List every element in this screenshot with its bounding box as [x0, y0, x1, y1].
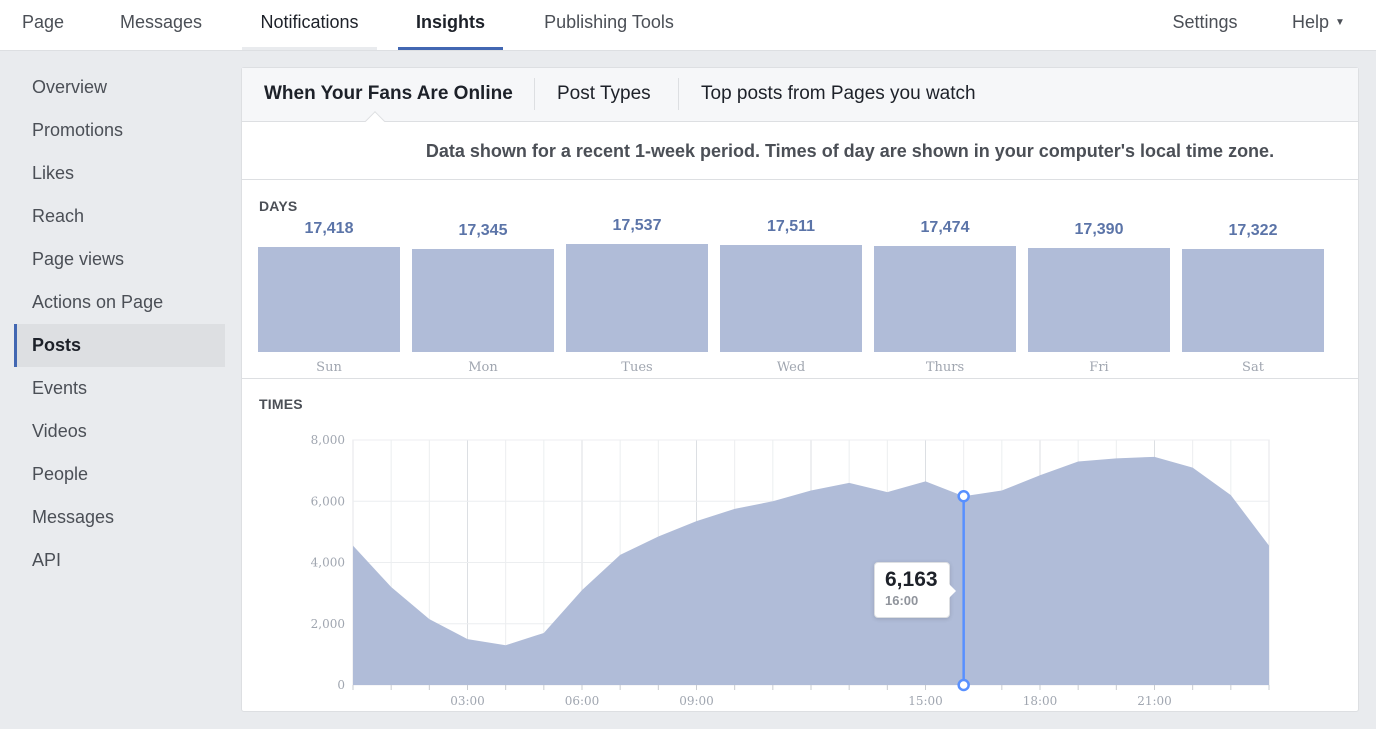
sidebar-item-events[interactable]: Events: [32, 378, 88, 398]
sidebar-item-posts[interactable]: Posts: [14, 324, 225, 367]
settings-link[interactable]: Settings: [1172, 12, 1238, 32]
day-label-fri: Fri: [1089, 360, 1109, 375]
insights-sidebar: Overview Promotions Likes Reach Page vie…: [14, 66, 225, 582]
day-bar-sun[interactable]: [258, 247, 400, 352]
day-bar-tues[interactable]: [566, 244, 708, 352]
help-menu[interactable]: Help ▼: [1292, 0, 1356, 50]
subtab-top-posts-pages-you-watch[interactable]: Top posts from Pages you watch: [701, 83, 976, 104]
day-label-wed: Wed: [776, 360, 806, 375]
subtab-separator: [534, 78, 535, 110]
day-value-fri: 17,390: [1074, 221, 1124, 238]
nav-tab-publishing-tools[interactable]: Publishing Tools: [544, 12, 674, 32]
day-value-sat: 17,322: [1228, 222, 1278, 239]
sidebar-item-messages[interactable]: Messages: [32, 507, 115, 527]
sidebar-item-api[interactable]: API: [32, 550, 62, 570]
y-tick-label: 4,000: [311, 556, 345, 570]
sidebar-item-people[interactable]: People: [32, 464, 89, 484]
times-section-label: TIMES: [259, 396, 303, 412]
chart-tooltip: 6,163 16:00: [874, 562, 956, 618]
top-navigation: Page Messages Notifications Insights Pub…: [0, 0, 1376, 51]
sidebar-item-overview[interactable]: Overview: [32, 77, 108, 97]
day-bar-mon[interactable]: [412, 249, 554, 352]
times-area-chart: 0 2,000 4,000 6,000 8,000 03:00 06:00 09:00 15:0…: [311, 433, 1270, 708]
day-label-sat: Sat: [1242, 360, 1264, 375]
tooltip-time: 16:00: [885, 593, 919, 608]
day-bar-fri[interactable]: [1028, 248, 1170, 352]
sidebar-item-videos[interactable]: Videos: [32, 421, 87, 441]
day-label-sun: Sun: [316, 360, 342, 375]
help-label: Help: [1292, 12, 1330, 32]
x-tick-label: 21:00: [1137, 694, 1172, 708]
caret-down-icon: ▼: [1335, 17, 1345, 28]
day-bar-sat[interactable]: [1182, 249, 1324, 352]
sidebar-item-reach[interactable]: Reach: [32, 206, 85, 226]
hover-marker-bottom-dot: [957, 678, 970, 692]
days-section-label: DAYS: [259, 198, 298, 214]
day-value-tues: 17,537: [612, 217, 662, 234]
day-value-sun: 17,418: [304, 220, 354, 237]
hover-marker-top-dot: [957, 490, 970, 503]
day-label-tues: Tues: [621, 360, 653, 375]
timezone-notice: Data shown for a recent 1-week period. T…: [242, 122, 1358, 180]
tooltip-value: 6,163: [885, 568, 938, 591]
y-tick-label: 0: [337, 678, 345, 692]
day-value-thurs: 17,474: [920, 219, 970, 236]
x-tick-label: 09:00: [679, 694, 714, 708]
day-value-wed: 17,511: [766, 218, 816, 235]
area-series-fans-online: [353, 456, 1269, 685]
subtab-post-types[interactable]: Post Types: [557, 83, 651, 104]
sidebar-item-likes[interactable]: Likes: [32, 163, 75, 183]
sidebar-item-promotions[interactable]: Promotions: [32, 120, 124, 140]
sidebar-item-page-views[interactable]: Page views: [32, 249, 125, 269]
y-tick-label: 8,000: [311, 433, 345, 447]
y-tick-label: 6,000: [311, 494, 345, 508]
x-tick-label: 06:00: [565, 694, 600, 708]
y-tick-label: 2,000: [311, 617, 345, 631]
day-value-mon: 17,345: [458, 222, 508, 239]
day-label-thurs: Thurs: [925, 360, 965, 375]
subtab-when-fans-online[interactable]: When Your Fans Are Online: [264, 83, 513, 104]
x-tick-label: 03:00: [450, 694, 485, 708]
day-label-mon: Mon: [468, 360, 498, 375]
subtab-separator: [678, 78, 679, 110]
insights-panel: When Your Fans Are Online Post Types Top…: [241, 67, 1359, 712]
x-tick-label: 18:00: [1023, 694, 1058, 708]
sidebar-item-actions-on-page[interactable]: Actions on Page: [32, 292, 164, 312]
nav-tab-page[interactable]: Page: [21, 12, 65, 32]
x-tick-label: 15:00: [908, 694, 943, 708]
day-bar-thurs[interactable]: [874, 246, 1016, 352]
posts-subtabs: When Your Fans Are Online Post Types Top…: [242, 68, 1358, 131]
nav-tab-insights[interactable]: Insights: [398, 0, 503, 50]
section-divider: [242, 378, 1358, 379]
day-bar-wed[interactable]: [720, 245, 862, 352]
nav-tab-messages[interactable]: Messages: [119, 12, 203, 32]
nav-tab-notifications[interactable]: Notifications: [242, 0, 377, 50]
